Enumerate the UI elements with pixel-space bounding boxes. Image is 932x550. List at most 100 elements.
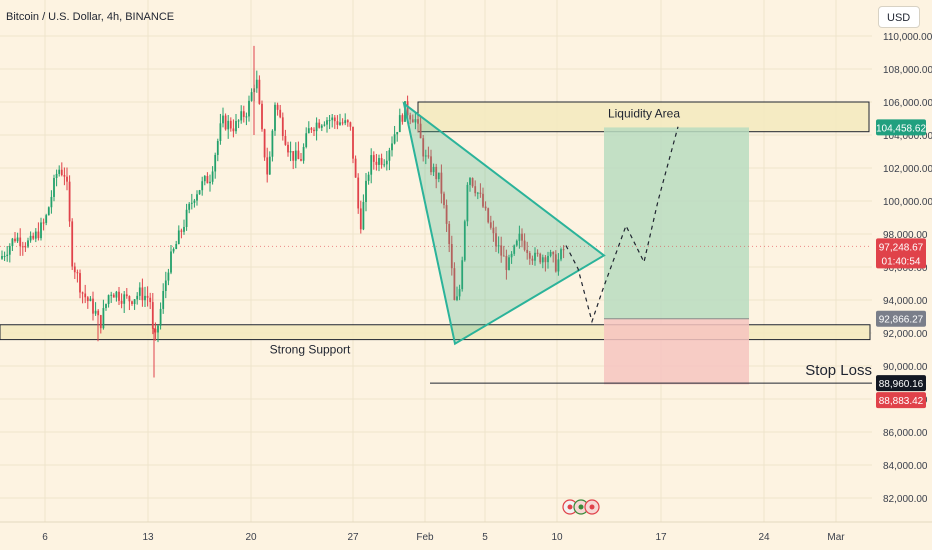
candle-body xyxy=(227,120,230,130)
candle-body xyxy=(300,159,302,161)
time-axis[interactable]: 6 13 20 27 Feb 5 10 17 24 Mar xyxy=(0,521,932,543)
candle-body xyxy=(552,251,555,255)
candle-body xyxy=(92,298,94,314)
candle-body xyxy=(79,273,81,293)
liquidity-area-zone xyxy=(417,101,870,133)
candle-body xyxy=(393,134,396,144)
candle-body xyxy=(6,254,9,256)
candle-body xyxy=(396,132,399,135)
candle-body xyxy=(469,178,471,185)
candle-body xyxy=(193,200,196,203)
candle-body xyxy=(159,308,162,326)
candle-body xyxy=(398,115,401,133)
candle-body xyxy=(214,154,217,172)
candle-body xyxy=(492,227,495,234)
candle-body xyxy=(120,300,123,304)
symbol-title: Bitcoin / U.S. Dollar, 4h, BINANCE xyxy=(6,11,175,23)
candle-body xyxy=(346,120,349,123)
candle-body xyxy=(11,238,14,247)
candle-body xyxy=(536,252,539,254)
candle-body xyxy=(133,299,136,304)
candle-body xyxy=(440,172,443,194)
candle-body xyxy=(326,120,328,125)
candle-body xyxy=(305,133,308,147)
candle-body xyxy=(289,151,292,153)
candle-body xyxy=(320,125,323,128)
currency-button[interactable]: USD xyxy=(878,6,920,28)
long-position-tool[interactable] xyxy=(0,127,872,385)
candle-body xyxy=(63,175,66,177)
candle-body xyxy=(177,230,180,245)
candle-body xyxy=(73,266,76,273)
event-icons[interactable] xyxy=(562,499,600,515)
drawings[interactable]: Stop Loss xyxy=(402,101,872,384)
candle-body xyxy=(333,117,336,122)
candle-body xyxy=(271,130,274,157)
price-tick-label: 106,000.00 xyxy=(883,98,932,109)
candle-body xyxy=(255,79,258,89)
candle-body xyxy=(409,115,412,120)
candle-body xyxy=(518,233,521,241)
candle-body xyxy=(367,174,370,181)
candle-body xyxy=(523,240,526,250)
candle-body xyxy=(16,237,19,242)
candle-body xyxy=(34,231,37,239)
candle-body xyxy=(458,289,461,297)
candle-body xyxy=(94,310,97,314)
candle-body xyxy=(362,201,365,230)
candle-body xyxy=(32,235,35,239)
candle-body xyxy=(235,121,237,132)
candle-body xyxy=(466,184,469,222)
candle-body xyxy=(489,222,492,228)
candle-body xyxy=(42,222,45,224)
price-tick-label: 102,000.00 xyxy=(883,164,932,175)
price-tick-label: 90,000.00 xyxy=(883,362,928,373)
candle-body xyxy=(60,169,63,176)
candle-body xyxy=(53,177,55,197)
candle-body xyxy=(157,325,159,333)
candle-body xyxy=(380,158,383,165)
position-target-area xyxy=(604,127,749,319)
candle-body xyxy=(276,104,279,110)
candle-body xyxy=(274,104,276,131)
candle-body xyxy=(359,208,362,230)
candle-body xyxy=(313,129,315,132)
candle-body xyxy=(323,124,326,126)
candle-body xyxy=(482,193,484,207)
candle-body xyxy=(66,176,68,182)
candle-body xyxy=(24,246,27,248)
candle-body xyxy=(21,246,24,248)
candle-body xyxy=(86,297,89,302)
time-tick-label: 6 xyxy=(42,532,48,543)
price-tick-label: 98,000.00 xyxy=(883,230,928,241)
candle-body xyxy=(167,272,170,281)
candle-body xyxy=(443,193,445,206)
candle-body xyxy=(58,169,61,174)
candle-body xyxy=(216,140,219,155)
candle-body xyxy=(549,251,552,256)
candle-body xyxy=(162,290,165,309)
candle-body xyxy=(154,328,157,333)
candle-body xyxy=(461,260,464,290)
candle-body xyxy=(417,119,419,124)
candle-body xyxy=(144,295,146,301)
candle-body xyxy=(266,157,269,175)
candle-body xyxy=(328,120,331,122)
candle-body xyxy=(406,101,409,116)
candle-body xyxy=(554,254,557,272)
candle-body xyxy=(341,122,344,124)
candle-body xyxy=(71,221,74,267)
candle-body xyxy=(229,120,232,129)
candle-body xyxy=(453,268,456,301)
candle-body xyxy=(27,240,29,247)
candle-body xyxy=(198,190,201,195)
candle-body xyxy=(281,117,284,137)
candle-body xyxy=(248,100,250,117)
candle-body xyxy=(107,295,110,305)
candle-body xyxy=(164,280,167,291)
candle-body xyxy=(206,176,209,184)
candle-body xyxy=(344,120,347,124)
time-tick-label: 17 xyxy=(655,532,667,543)
